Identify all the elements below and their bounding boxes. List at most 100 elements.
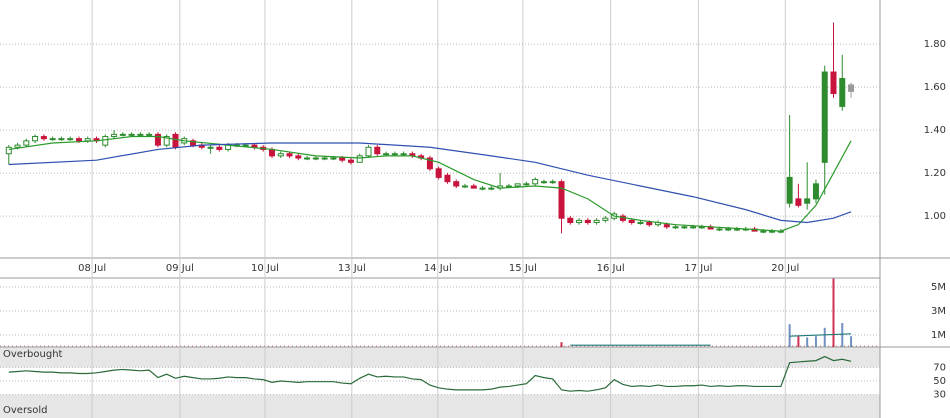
candle-body: [488, 187, 495, 190]
moving-average: [8, 142, 852, 224]
volume-tick-label: 1M: [931, 330, 946, 341]
candle-body: [760, 230, 767, 233]
candle-body: [312, 157, 319, 160]
candle-body: [365, 146, 372, 157]
candle-body: [400, 153, 407, 156]
volume-bar: [814, 336, 817, 347]
candle-body: [146, 133, 153, 136]
x-tick-label: 15 Jul: [509, 263, 537, 274]
candle-body: [576, 219, 583, 224]
candle-body: [128, 133, 135, 136]
candle-body: [286, 153, 293, 157]
y-tick-label: 1.40: [924, 125, 946, 136]
candle-body: [383, 153, 390, 156]
candle-body: [339, 157, 346, 161]
candle-body: [558, 181, 565, 219]
candle-body: [84, 138, 91, 142]
overbought-label: Overbought: [3, 349, 63, 360]
x-tick-label: 20 Jul: [771, 263, 799, 274]
candle-body: [453, 181, 460, 187]
x-tick-label: 14 Jul: [424, 263, 452, 274]
x-tick-label: 17 Jul: [684, 263, 712, 274]
oversold-band: [0, 394, 880, 418]
candle-body: [444, 174, 451, 183]
candle-body: [216, 146, 223, 150]
rsi-tick-label: 70: [933, 362, 946, 373]
candle-body: [207, 146, 214, 149]
candle-body: [40, 136, 47, 140]
candle-body: [646, 222, 653, 226]
candle-body: [347, 159, 354, 163]
candle-body: [663, 224, 670, 228]
candle-body: [804, 198, 811, 204]
volume-bar: [560, 342, 563, 347]
candle-body: [321, 157, 328, 160]
y-tick-label: 1.00: [924, 211, 946, 222]
candle-body: [190, 140, 197, 146]
candle-body: [23, 140, 30, 146]
candle-body: [163, 136, 170, 146]
candle-body: [295, 155, 302, 159]
candle-body: [593, 219, 600, 224]
candle-body: [374, 146, 381, 155]
candle-body: [628, 219, 635, 224]
candle-body: [462, 185, 469, 188]
moving-average: [8, 135, 852, 232]
candle-body: [567, 217, 574, 224]
rsi-tick-label: 50: [933, 376, 946, 387]
y-tick-label: 1.20: [924, 168, 946, 179]
candle-body: [67, 138, 74, 141]
candle-body: [479, 187, 486, 190]
candle-body: [119, 133, 126, 136]
overbought-band: [0, 347, 880, 368]
candle-body: [154, 133, 161, 146]
candle-body: [848, 84, 855, 92]
candle-body: [426, 157, 433, 170]
candle-body: [111, 133, 118, 138]
candle-body: [786, 176, 793, 204]
rsi-line: [8, 355, 852, 392]
y-tick-label: 1.60: [924, 82, 946, 93]
candle-body: [58, 138, 65, 141]
candle-body: [672, 226, 679, 229]
oversold-label: Oversold: [3, 405, 48, 416]
volume-bar: [850, 336, 853, 347]
candle-body: [391, 153, 398, 156]
candle-body: [602, 217, 609, 221]
candle-body: [5, 146, 12, 155]
candle-body: [821, 71, 828, 163]
candle-body: [523, 183, 530, 186]
candle-body: [514, 183, 521, 187]
volume-bar: [806, 337, 809, 347]
volume-tick-label: 5M: [931, 282, 946, 293]
candle-body: [540, 181, 547, 184]
x-tick-label: 16 Jul: [597, 263, 625, 274]
candle-body: [637, 222, 644, 225]
candle-body: [830, 71, 837, 95]
x-tick-label: 08 Jul: [78, 263, 106, 274]
candle-body: [435, 168, 442, 178]
volume-average: [570, 333, 852, 346]
candle-body: [304, 157, 311, 160]
candle-body: [330, 157, 337, 160]
x-tick-label: 13 Jul: [338, 263, 366, 274]
candle-body: [795, 198, 802, 206]
candle-body: [242, 144, 249, 147]
volume-bar: [841, 322, 844, 347]
candle-body: [470, 185, 477, 189]
candle-body: [725, 228, 732, 231]
candle-body: [75, 138, 82, 142]
candle-body: [681, 226, 688, 229]
y-tick-label: 1.80: [924, 39, 946, 50]
candle-body: [584, 219, 591, 224]
x-tick-label: 10 Jul: [251, 263, 279, 274]
candle-body: [532, 179, 539, 185]
candle-body: [839, 77, 846, 107]
candle-body: [505, 185, 512, 188]
candle-body: [356, 155, 363, 163]
candle-body: [716, 228, 723, 231]
candle-body: [277, 153, 284, 157]
volume-bar: [832, 278, 835, 347]
candle-body: [549, 181, 556, 184]
candle-body: [49, 138, 56, 141]
